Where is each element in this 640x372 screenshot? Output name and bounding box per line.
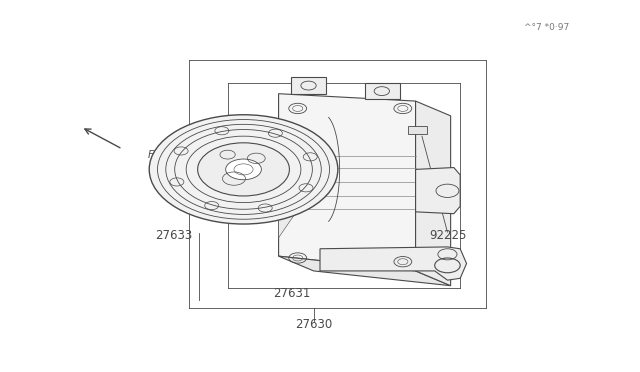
Polygon shape	[408, 126, 427, 134]
Text: 27633: 27633	[155, 230, 192, 242]
Polygon shape	[415, 167, 460, 214]
Text: ^°7 *0·97: ^°7 *0·97	[524, 23, 569, 32]
Text: 27631: 27631	[273, 286, 310, 299]
Circle shape	[198, 143, 289, 196]
Polygon shape	[291, 77, 326, 94]
Polygon shape	[278, 94, 415, 271]
Polygon shape	[320, 247, 467, 280]
Text: 27630: 27630	[295, 318, 332, 331]
Polygon shape	[415, 101, 451, 286]
Circle shape	[226, 159, 261, 180]
Circle shape	[149, 115, 338, 224]
Polygon shape	[278, 256, 451, 286]
Polygon shape	[278, 169, 324, 238]
Text: FRONT: FRONT	[148, 150, 184, 160]
Polygon shape	[365, 83, 399, 99]
Text: 92225: 92225	[429, 230, 466, 242]
